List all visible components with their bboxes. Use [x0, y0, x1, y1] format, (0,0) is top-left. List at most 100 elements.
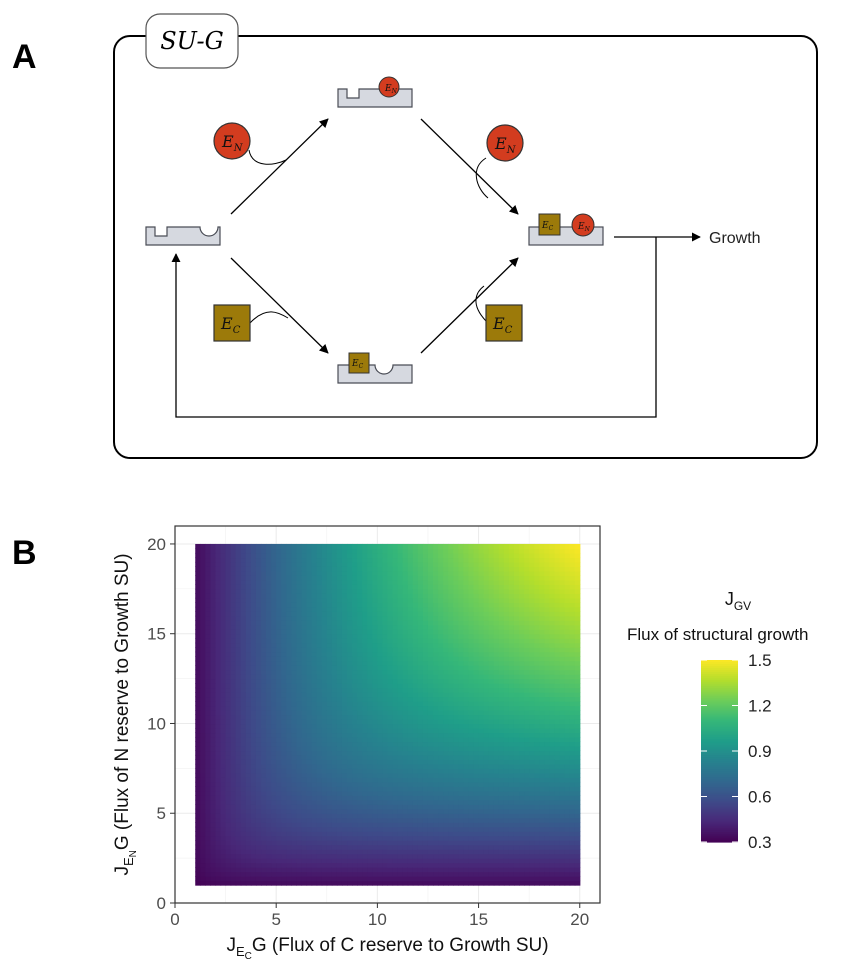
- heatmap-cell: [281, 696, 287, 702]
- heatmap-cell: [336, 754, 343, 760]
- heatmap-cell: [301, 808, 308, 814]
- heatmap-cell: [468, 611, 475, 617]
- heatmap-cell: [316, 813, 323, 819]
- heatmap-cell: [402, 826, 409, 832]
- heatmap-cell: [392, 844, 399, 850]
- heatmap-cell: [205, 876, 212, 882]
- heatmap-cell: [316, 548, 323, 554]
- heatmap-cell: [347, 754, 353, 760]
- heatmap-cell: [291, 790, 298, 796]
- heatmap-cell: [321, 786, 328, 792]
- heatmap-cell: [519, 656, 525, 662]
- heatmap-cell: [407, 790, 414, 796]
- heatmap-cell: [331, 817, 338, 823]
- heatmap-cell: [341, 566, 348, 572]
- heatmap-cell: [397, 660, 404, 666]
- heatmap-cell: [458, 692, 464, 698]
- heatmap-cell: [357, 786, 363, 792]
- heatmap-cell: [271, 714, 277, 720]
- heatmap-cell: [326, 593, 333, 599]
- heatmap-cell: [286, 629, 292, 635]
- heatmap-cell: [306, 723, 313, 729]
- heatmap-cell: [377, 844, 384, 850]
- heatmap-cell: [412, 745, 419, 752]
- heatmap-cell: [468, 683, 475, 689]
- heatmap-cell: [286, 741, 292, 747]
- heatmap-cell: [266, 597, 272, 603]
- heatmap-cell: [503, 786, 510, 792]
- heatmap-cell: [483, 696, 490, 702]
- heatmap-cell: [397, 647, 404, 653]
- heatmap-cell: [458, 736, 464, 743]
- heatmap-cell: [331, 840, 338, 846]
- heatmap-cell: [453, 840, 459, 846]
- heatmap-cell: [235, 656, 242, 662]
- heatmap-cell: [443, 813, 449, 819]
- heatmap-cell: [286, 606, 292, 612]
- heatmap-cell: [230, 718, 237, 725]
- heatmap-cell: [225, 871, 232, 877]
- heatmap-cell: [291, 597, 298, 603]
- heatmap-cell: [387, 790, 394, 796]
- heatmap-cell: [433, 647, 439, 653]
- heatmap-cell: [281, 629, 287, 635]
- heatmap-cell: [508, 566, 515, 572]
- heatmap-cell: [468, 799, 475, 805]
- heatmap-cell: [276, 831, 282, 837]
- heatmap-cell: [326, 813, 333, 819]
- heatmap-cell: [336, 705, 343, 711]
- heatmap-cell: [488, 620, 495, 626]
- heatmap-cell: [427, 736, 434, 743]
- heatmap-cell: [301, 593, 308, 599]
- heatmap-cell: [382, 754, 389, 760]
- heatmap-cell: [422, 763, 429, 769]
- heatmap-cell: [220, 826, 227, 832]
- heatmap-cell: [463, 781, 470, 787]
- heatmap-cell: [433, 750, 439, 756]
- heatmap-cell: [357, 629, 363, 635]
- heatmap-cell: [195, 844, 201, 850]
- heatmap-cell: [483, 701, 490, 707]
- heatmap-cell: [336, 763, 343, 769]
- heatmap-cell: [508, 633, 515, 639]
- heatmap-cell: [382, 867, 389, 873]
- heatmap-cell: [311, 624, 318, 630]
- heatmap-cell: [367, 624, 373, 630]
- heatmap-cell: [271, 674, 277, 680]
- heatmap-cell: [255, 678, 262, 684]
- heatmap-cell: [362, 584, 368, 590]
- heatmap-cell: [195, 813, 201, 819]
- heatmap-cell: [296, 754, 303, 760]
- heatmap-cell: [291, 620, 298, 626]
- heatmap-cell: [200, 561, 206, 567]
- heatmap-cell: [215, 552, 222, 559]
- heatmap-cell: [357, 651, 363, 657]
- heatmap-cell: [448, 822, 454, 828]
- heatmap-cell: [498, 745, 505, 752]
- heatmap-cell: [377, 620, 384, 626]
- heatmap-cell: [195, 772, 201, 778]
- heatmap-cell: [271, 862, 277, 868]
- heatmap-cell: [230, 678, 237, 684]
- heatmap-cell: [255, 808, 262, 814]
- heatmap-cell: [296, 804, 303, 810]
- heatmap-cell: [372, 674, 378, 680]
- heatmap-cell: [498, 705, 505, 711]
- heatmap-cell: [331, 647, 338, 653]
- heatmap-cell: [311, 696, 318, 702]
- heatmap-cell: [473, 561, 480, 567]
- heatmap-cell: [448, 844, 454, 850]
- heatmap-cell: [255, 763, 262, 769]
- heatmap-cell: [438, 651, 444, 657]
- heatmap-cell: [230, 548, 237, 554]
- heatmap-cell: [316, 736, 323, 743]
- heatmap-cell: [225, 543, 232, 550]
- heatmap-cell: [286, 772, 292, 778]
- heatmap-cell: [296, 844, 303, 850]
- heatmap-cell: [286, 714, 292, 720]
- heatmap-cell: [331, 808, 338, 814]
- heatmap-cell: [271, 745, 277, 752]
- heatmap-cell: [347, 656, 353, 662]
- heatmap-cell: [276, 772, 282, 778]
- heatmap-cell: [250, 615, 257, 621]
